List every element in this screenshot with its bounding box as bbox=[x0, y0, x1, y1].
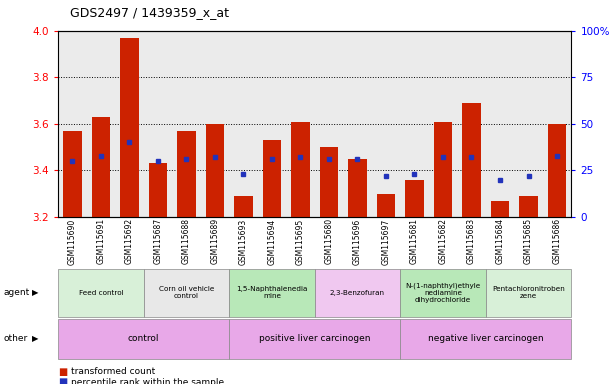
Bar bbox=[548, 124, 566, 217]
Bar bbox=[348, 159, 367, 217]
Text: agent: agent bbox=[3, 288, 29, 297]
Text: ■: ■ bbox=[58, 377, 67, 384]
Text: Feed control: Feed control bbox=[78, 290, 123, 296]
Text: 1,5-Naphthalenedia
mine: 1,5-Naphthalenedia mine bbox=[236, 286, 307, 299]
Bar bbox=[519, 196, 538, 217]
Bar bbox=[234, 196, 253, 217]
Text: positive liver carcinogen: positive liver carcinogen bbox=[259, 334, 370, 343]
Bar bbox=[320, 147, 338, 217]
Bar bbox=[434, 121, 452, 217]
Text: control: control bbox=[128, 334, 159, 343]
Bar bbox=[405, 180, 424, 217]
Text: ■: ■ bbox=[58, 367, 67, 377]
Bar bbox=[206, 124, 224, 217]
Bar bbox=[148, 164, 167, 217]
Bar bbox=[491, 201, 510, 217]
Text: percentile rank within the sample: percentile rank within the sample bbox=[71, 377, 225, 384]
Text: N-(1-naphthyl)ethyle
nediamine
dihydrochloride: N-(1-naphthyl)ethyle nediamine dihydroch… bbox=[405, 283, 481, 303]
Bar bbox=[177, 131, 196, 217]
Bar bbox=[92, 117, 110, 217]
Text: Pentachloronitroben
zene: Pentachloronitroben zene bbox=[492, 286, 565, 299]
Bar bbox=[463, 103, 481, 217]
Bar bbox=[291, 121, 310, 217]
Text: GDS2497 / 1439359_x_at: GDS2497 / 1439359_x_at bbox=[70, 6, 229, 19]
Text: ▶: ▶ bbox=[32, 334, 38, 343]
Text: other: other bbox=[3, 334, 27, 343]
Text: transformed count: transformed count bbox=[71, 367, 156, 376]
Bar bbox=[377, 194, 395, 217]
Bar bbox=[63, 131, 82, 217]
Bar bbox=[120, 38, 139, 217]
Bar bbox=[263, 140, 281, 217]
Text: Corn oil vehicle
control: Corn oil vehicle control bbox=[159, 286, 214, 299]
Text: negative liver carcinogen: negative liver carcinogen bbox=[428, 334, 544, 343]
Text: 2,3-Benzofuran: 2,3-Benzofuran bbox=[330, 290, 385, 296]
Text: ▶: ▶ bbox=[32, 288, 38, 297]
